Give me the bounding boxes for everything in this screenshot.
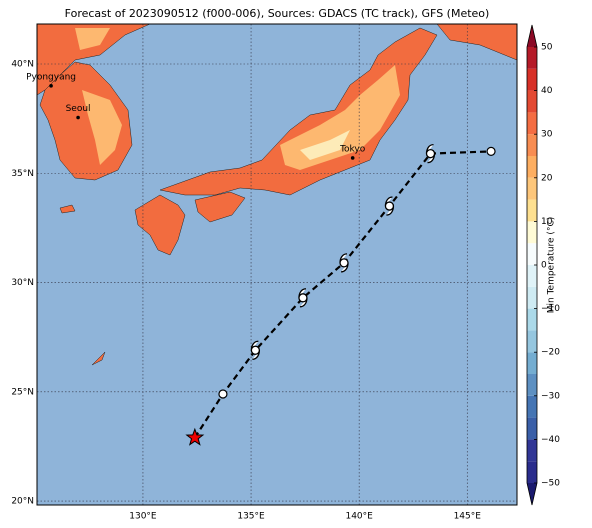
colorbar-band (527, 308, 537, 331)
colorbar-band (527, 243, 537, 265)
colorbar-tick-label: 40 (541, 86, 553, 96)
colorbar-tick-label: 0 (541, 261, 547, 271)
colorbar-band (527, 395, 537, 418)
land-hokkaido (436, 24, 517, 61)
city-dot (49, 84, 53, 88)
colorbar-band (527, 352, 537, 374)
colorbar-tick-label: 50 (541, 43, 553, 53)
colorbar-band (527, 221, 537, 244)
colorbar-band (527, 156, 537, 178)
city-label: Tokyo (339, 144, 366, 154)
cyclone-symbol (250, 340, 261, 360)
track (185, 143, 496, 446)
land-honshu-top (300, 130, 350, 160)
land-highland (75, 28, 110, 50)
track-line (193, 150, 492, 439)
colorbar-band (527, 461, 537, 483)
lat-label: 20°N (11, 497, 34, 507)
land-honshu-high (280, 65, 400, 170)
city-dot (350, 156, 355, 160)
lat-label: 25°N (11, 387, 34, 397)
colorbar-band (527, 68, 537, 91)
cyclone-symbol (298, 288, 308, 308)
colorbar-tick-label: −40 (541, 435, 560, 445)
colorbar-band (527, 199, 537, 222)
land-mainland (37, 24, 151, 96)
cyclone-symbol (425, 143, 436, 164)
city-label: Seoul (66, 104, 91, 114)
track-star (185, 427, 205, 446)
colorbar-tick-label: 10 (541, 217, 553, 227)
colorbar-tick-label: −50 (541, 479, 560, 489)
city-label: Pyongyang (26, 72, 76, 82)
land-korea-high (82, 90, 122, 165)
colorbar-band (527, 112, 537, 135)
cyclone-symbol (339, 253, 349, 273)
track-point (486, 146, 496, 157)
colorbar-band (527, 374, 537, 396)
land-island (59, 204, 76, 214)
colorbar-band (527, 47, 537, 69)
colorbar-tick-label: 30 (541, 130, 553, 140)
land-kyushu (134, 194, 186, 256)
map-frame (36, 23, 518, 506)
lat-label: 40°N (11, 59, 34, 69)
graticule (37, 24, 517, 505)
colorbar-band (527, 330, 537, 353)
map-title: Forecast of 2023090512 (f000-006), Sourc… (65, 7, 490, 20)
lon-label: 135°E (237, 512, 265, 522)
land-honshu (159, 27, 438, 196)
colorbar-under (527, 483, 537, 505)
colorbar-band (527, 177, 537, 200)
track-point (218, 389, 228, 399)
colorbar-over (527, 25, 537, 47)
lat-label: 35°N (11, 169, 34, 179)
land-shikoku (194, 191, 246, 223)
lat-label: 30°N (11, 278, 34, 288)
lon-label: 145°E (454, 512, 482, 522)
colorbar-band (527, 90, 537, 113)
land-okinawa (91, 351, 106, 366)
colorbar-band (527, 417, 537, 440)
colorbar-tick-label: −30 (541, 391, 560, 401)
lon-label: 130°E (129, 512, 157, 522)
colorbar-band (527, 286, 537, 309)
city-dot (76, 115, 80, 120)
colorbar-label: Min Temperature (°C) (547, 217, 557, 314)
colorbar-tick-label: −20 (541, 348, 560, 358)
cyclone-symbol (384, 196, 395, 216)
colorbar-band (527, 265, 537, 287)
colorbar-band (527, 134, 537, 156)
colorbar-tick-label: −10 (541, 304, 560, 314)
colorbar-band (527, 439, 537, 462)
lon-label: 140°E (345, 512, 373, 522)
land (37, 24, 517, 366)
colorbar-tick-label: 20 (541, 173, 553, 183)
